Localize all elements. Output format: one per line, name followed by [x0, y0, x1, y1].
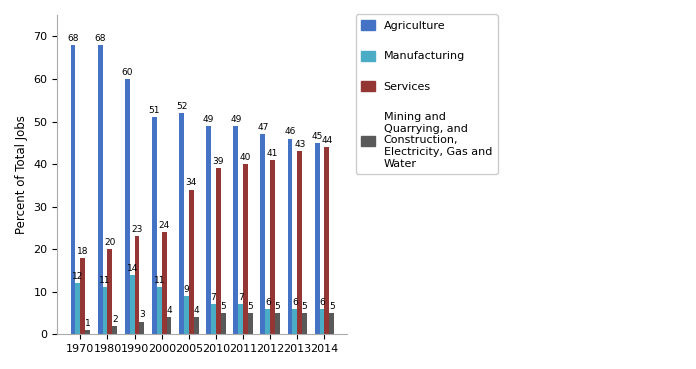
Bar: [129, 275, 134, 334]
Text: 40: 40: [240, 153, 251, 162]
Bar: [275, 313, 280, 334]
Bar: [265, 309, 270, 334]
Text: 18: 18: [77, 246, 88, 256]
Text: 12: 12: [72, 272, 84, 281]
Text: 68: 68: [68, 34, 79, 43]
Bar: [189, 190, 193, 334]
Bar: [166, 317, 171, 334]
Bar: [270, 160, 275, 334]
Bar: [206, 126, 211, 334]
Bar: [75, 283, 80, 334]
Text: 49: 49: [203, 115, 214, 124]
Bar: [221, 313, 226, 334]
Bar: [238, 304, 243, 334]
Bar: [260, 134, 265, 334]
Text: 60: 60: [122, 68, 133, 77]
Text: 41: 41: [267, 149, 278, 158]
Bar: [112, 326, 117, 334]
Bar: [125, 79, 129, 334]
Text: 7: 7: [211, 293, 216, 302]
Bar: [85, 330, 90, 334]
Bar: [70, 45, 75, 334]
Bar: [80, 258, 85, 334]
Text: 68: 68: [95, 34, 106, 43]
Text: 4: 4: [166, 306, 172, 315]
Bar: [184, 296, 189, 334]
Bar: [107, 249, 112, 334]
Text: 34: 34: [186, 179, 197, 187]
Bar: [216, 168, 221, 334]
Bar: [243, 164, 248, 334]
Text: 3: 3: [139, 310, 145, 320]
Bar: [102, 287, 107, 334]
Text: 6: 6: [319, 298, 325, 307]
Text: 7: 7: [238, 293, 244, 302]
Bar: [287, 138, 292, 334]
Bar: [211, 304, 216, 334]
Bar: [315, 143, 319, 334]
Bar: [139, 321, 144, 334]
Bar: [97, 45, 102, 334]
Bar: [329, 313, 334, 334]
Bar: [319, 309, 324, 334]
Text: 1: 1: [85, 319, 90, 328]
Legend: Agriculture, Manufacturing, Services, Mining and
Quarrying, and
Construction,
El: Agriculture, Manufacturing, Services, Mi…: [356, 14, 498, 174]
Bar: [161, 232, 166, 334]
Text: 14: 14: [127, 263, 138, 273]
Text: 5: 5: [329, 302, 335, 311]
Text: 6: 6: [265, 298, 271, 307]
Text: 39: 39: [213, 157, 224, 166]
Text: 2: 2: [112, 315, 118, 324]
Text: 11: 11: [154, 276, 165, 285]
Text: 45: 45: [311, 132, 323, 141]
Y-axis label: Percent of Total Jobs: Percent of Total Jobs: [15, 115, 28, 234]
Text: 5: 5: [302, 302, 308, 311]
Text: 49: 49: [230, 115, 242, 124]
Text: 23: 23: [132, 225, 143, 234]
Bar: [297, 151, 302, 334]
Text: 5: 5: [275, 302, 280, 311]
Text: 5: 5: [248, 302, 253, 311]
Bar: [179, 113, 184, 334]
Bar: [134, 237, 139, 334]
Text: 24: 24: [159, 221, 170, 230]
Text: 43: 43: [294, 140, 306, 149]
Bar: [193, 317, 198, 334]
Text: 4: 4: [193, 306, 199, 315]
Text: 11: 11: [100, 276, 111, 285]
Bar: [157, 287, 161, 334]
Text: 9: 9: [184, 285, 189, 294]
Text: 46: 46: [284, 127, 296, 137]
Text: 6: 6: [292, 298, 298, 307]
Bar: [292, 309, 297, 334]
Bar: [248, 313, 253, 334]
Text: 52: 52: [176, 102, 187, 111]
Bar: [233, 126, 238, 334]
Bar: [152, 117, 157, 334]
Bar: [324, 147, 329, 334]
Text: 51: 51: [149, 106, 160, 115]
Text: 47: 47: [258, 123, 269, 132]
Text: 20: 20: [104, 238, 116, 247]
Text: 44: 44: [322, 136, 333, 145]
Text: 5: 5: [221, 302, 226, 311]
Bar: [302, 313, 307, 334]
